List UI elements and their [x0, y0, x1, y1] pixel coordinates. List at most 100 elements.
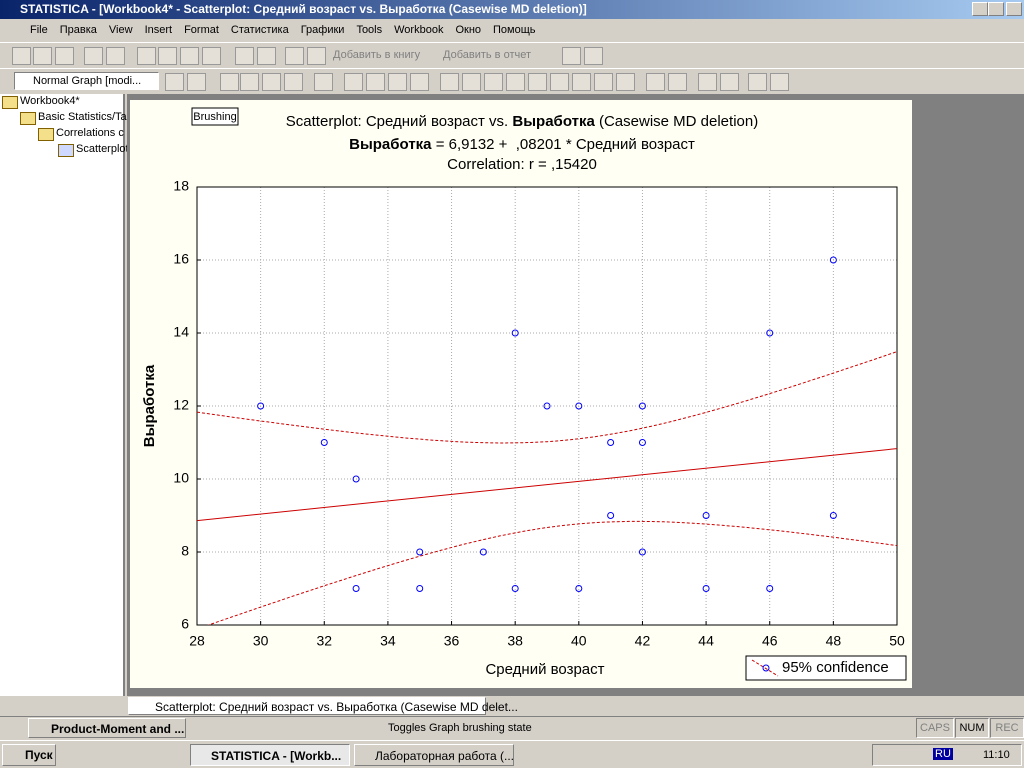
tool-button[interactable]	[366, 73, 385, 91]
x-tick-label: 28	[189, 633, 205, 649]
menu-item[interactable]: Workbook	[394, 24, 444, 36]
chart-subtitle: Correlation: r = ,15420	[447, 156, 597, 173]
point	[575, 402, 583, 410]
legend-line	[751, 659, 779, 677]
y-tick-label: 10	[173, 470, 189, 486]
menu-item[interactable]: Insert	[144, 24, 173, 36]
y-tick-label: 6	[181, 616, 189, 632]
y-tick-label: 14	[173, 324, 189, 340]
plot-area	[197, 187, 897, 625]
tool-button[interactable]	[33, 47, 52, 65]
tool-button[interactable]	[55, 47, 74, 65]
task-item[interactable]: STATISTICA - [Workb...	[190, 744, 350, 766]
point	[257, 402, 265, 410]
subtitle-part: = 6,9132 + ,08201 * Средний возраст	[432, 136, 695, 153]
tool-button[interactable]	[137, 47, 156, 65]
tool-button[interactable]	[388, 73, 407, 91]
tool-button[interactable]	[748, 73, 767, 91]
tool-button[interactable]	[646, 73, 665, 91]
tool-button[interactable]	[562, 47, 581, 65]
menu-item[interactable]: Графики	[300, 24, 345, 36]
tool-button[interactable]	[484, 73, 503, 91]
task-button[interactable]: Product-Moment and ...	[28, 718, 186, 738]
menu-item[interactable]: Format	[184, 24, 219, 36]
x-tick-label: 50	[889, 633, 905, 649]
tool-button[interactable]	[84, 47, 103, 65]
minimize[interactable]	[972, 2, 988, 16]
tool-button[interactable]	[202, 47, 221, 65]
menu-item[interactable]: Статистика	[230, 24, 289, 36]
clock: 11:10	[983, 749, 1010, 761]
point	[575, 585, 583, 592]
menu-item[interactable]: Окно	[455, 24, 482, 36]
tool-button[interactable]	[180, 47, 199, 65]
lang[interactable]: RU	[933, 748, 953, 760]
chart-subtitle: Выработка = 6,9132 + ,08201 * Средний во…	[349, 136, 695, 153]
legend-label: 95% confidence	[782, 659, 889, 676]
tool-button[interactable]	[720, 73, 739, 91]
tool-button[interactable]	[106, 47, 125, 65]
tool-button[interactable]	[584, 47, 603, 65]
tool-button[interactable]	[528, 73, 547, 91]
tool-button[interactable]	[262, 73, 281, 91]
add-to-book[interactable]: Добавить в книгу	[333, 49, 421, 61]
point	[352, 475, 360, 483]
menu-item[interactable]: View	[108, 24, 133, 36]
subtitle-part: Выработка	[349, 136, 432, 153]
tool-button[interactable]	[616, 73, 635, 91]
menu-item[interactable]: Помощь	[493, 24, 536, 36]
tree-item[interactable]: Scatterplot	[76, 143, 129, 155]
tool-button[interactable]	[410, 73, 429, 91]
tab-bar: Scatterplot: Средний возраст vs. Выработ…	[0, 696, 1024, 716]
tool-button[interactable]	[187, 73, 206, 91]
menu-item[interactable]: Правка	[59, 24, 97, 36]
tree-item[interactable]: Correlations c	[56, 127, 124, 139]
fit-line	[197, 448, 897, 522]
tool-button[interactable]	[314, 73, 333, 91]
tool-button[interactable]	[165, 73, 184, 91]
tool-button[interactable]	[572, 73, 591, 91]
tree-item[interactable]: Basic Statistics/Ta	[38, 111, 127, 123]
tool-button[interactable]	[506, 73, 525, 91]
task-item[interactable]: Лабораторная работа (...	[354, 744, 514, 766]
tool-button[interactable]	[550, 73, 569, 91]
x-tick-label: 46	[762, 633, 778, 649]
point	[829, 512, 837, 519]
point	[829, 256, 837, 264]
maximize[interactable]	[988, 2, 1004, 16]
tab[interactable]: Scatterplot: Средний возраст vs. Выработ…	[128, 697, 518, 715]
point	[479, 548, 487, 556]
tool-button[interactable]	[285, 47, 304, 65]
tool-button[interactable]	[668, 73, 687, 91]
tool-button[interactable]	[220, 73, 239, 91]
menu-item[interactable]: Tools	[356, 24, 383, 36]
tool-button[interactable]	[307, 47, 326, 65]
tree-panel: Workbook4* Basic Statistics/Ta Correlation…	[0, 94, 129, 696]
x-tick-label: 44	[698, 633, 714, 649]
brushing-button[interactable]	[191, 107, 239, 126]
tree-item[interactable]: Workbook4*	[20, 95, 80, 107]
point	[766, 585, 774, 592]
point	[638, 548, 646, 556]
tool-button[interactable]	[344, 73, 363, 91]
tool-button[interactable]	[462, 73, 481, 91]
add-to-report[interactable]: Добавить в отчет	[443, 49, 532, 61]
close[interactable]	[1006, 2, 1022, 16]
x-tick-label: 42	[635, 633, 651, 649]
tool-button[interactable]	[440, 73, 459, 91]
tool-button[interactable]	[594, 73, 613, 91]
tool-button[interactable]	[257, 47, 276, 65]
menu-item[interactable]: File	[30, 24, 48, 36]
tool-button[interactable]	[158, 47, 177, 65]
graph-type-select[interactable]: Normal Graph [modi...	[14, 72, 159, 90]
tool-button[interactable]	[12, 47, 31, 65]
tool-button[interactable]	[240, 73, 259, 91]
tool-button[interactable]	[235, 47, 254, 65]
tool-button[interactable]	[698, 73, 717, 91]
tool-button[interactable]	[770, 73, 789, 91]
tool-button[interactable]	[284, 73, 303, 91]
status-bar: Product-Moment and ... Toggles Graph bru…	[0, 716, 1024, 739]
tree-icon	[58, 144, 74, 157]
start-button[interactable]: Пуск	[2, 744, 56, 766]
